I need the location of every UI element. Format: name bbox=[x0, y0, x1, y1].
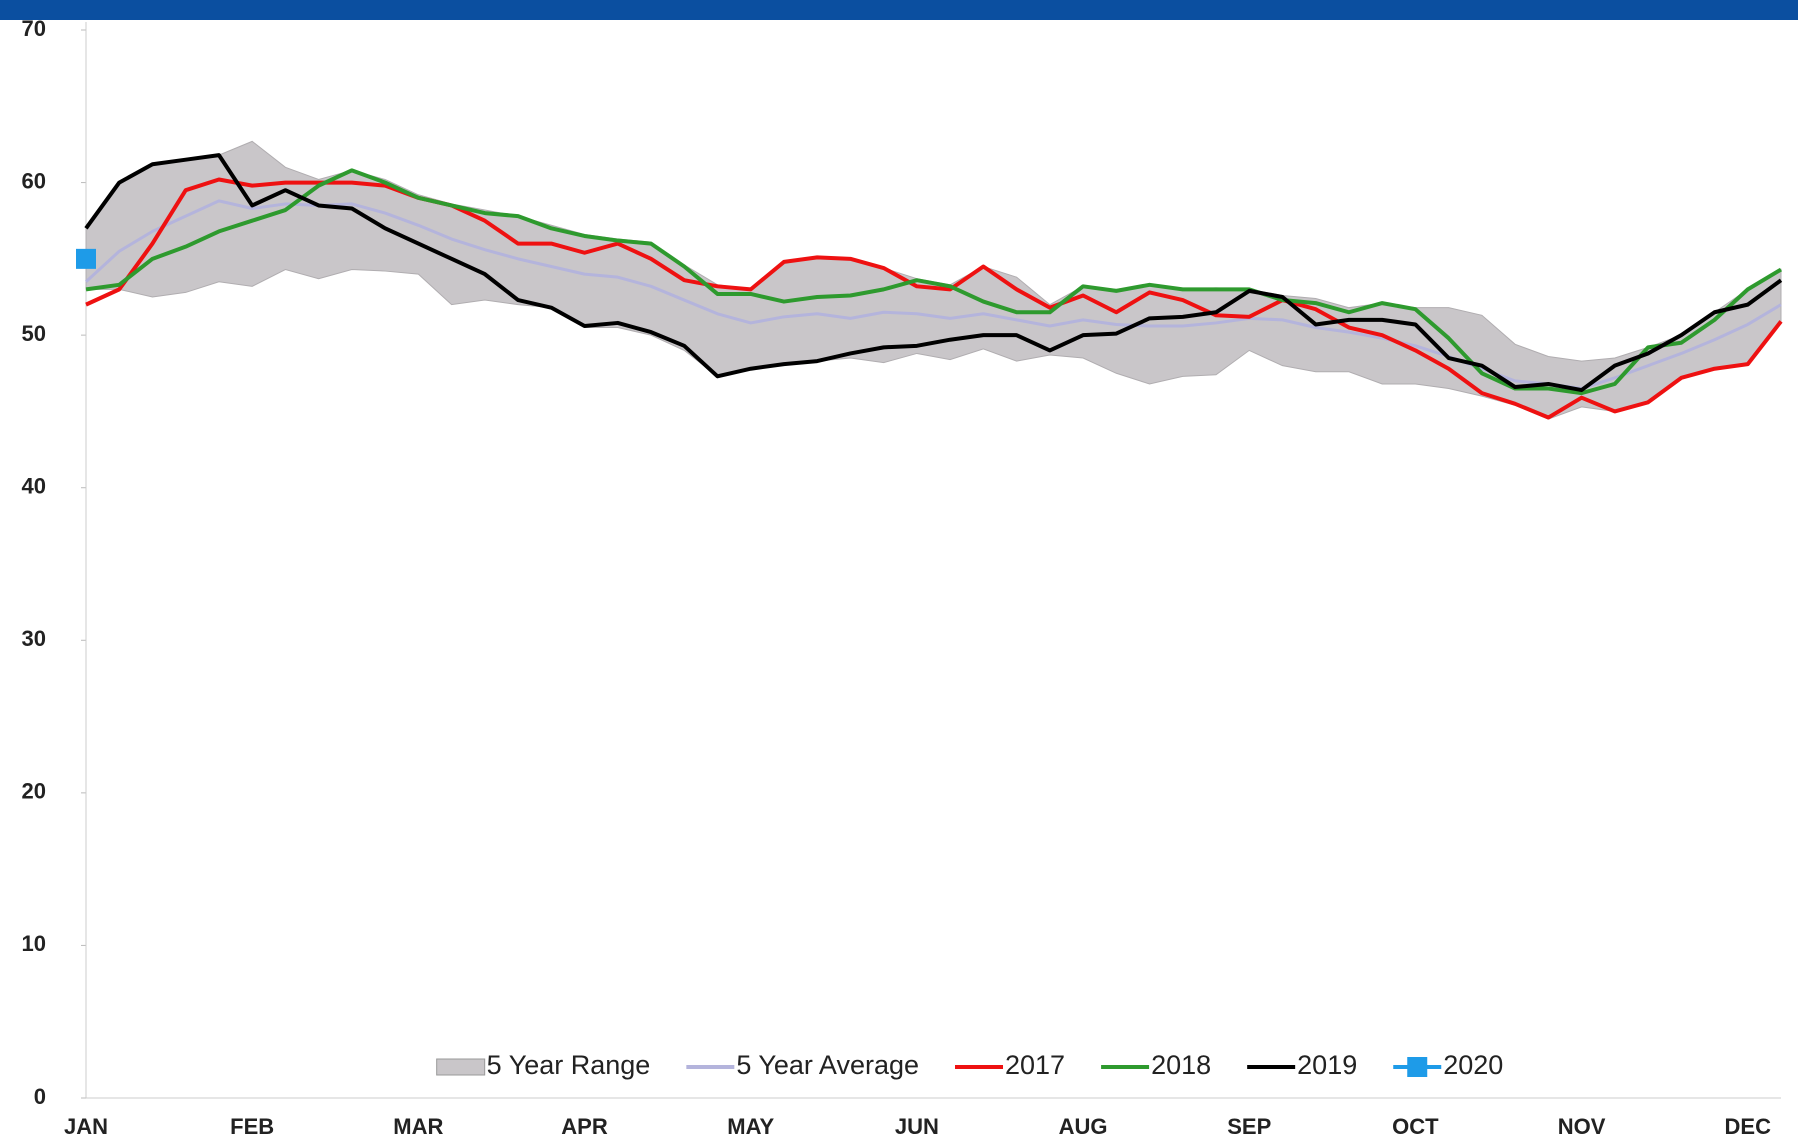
series-line bbox=[85, 168, 1783, 396]
marker bbox=[76, 248, 96, 269]
legend-label: 2020 bbox=[1443, 1050, 1503, 1080]
x-tick-label: FEB bbox=[230, 1114, 274, 1139]
y-tick-label: 20 bbox=[22, 779, 46, 804]
y-tick-label: 50 bbox=[22, 321, 46, 346]
series-line bbox=[84, 153, 1783, 393]
legend-label: 2019 bbox=[1297, 1050, 1357, 1080]
legend-label: 5 Year Range bbox=[487, 1050, 651, 1080]
x-tick-label: JAN bbox=[64, 1114, 108, 1139]
legend-label: 2018 bbox=[1151, 1050, 1211, 1080]
y-tick-label: 0 bbox=[34, 1084, 46, 1109]
y-tick-label: 30 bbox=[22, 626, 46, 651]
x-tick-label: JUN bbox=[895, 1114, 939, 1139]
legend: 5 Year Range 5 Year Average 2017 2018 2019 20… bbox=[436, 1050, 1503, 1080]
x-tick-label: APR bbox=[561, 1114, 608, 1139]
y-tick-label: 60 bbox=[22, 168, 46, 193]
x-tick-label: MAY bbox=[727, 1114, 774, 1139]
header-bar bbox=[0, 0, 1798, 20]
x-tick-label: NOV bbox=[1558, 1114, 1606, 1139]
legend-label: 5 Year Average bbox=[736, 1050, 919, 1080]
y-tick-label: 40 bbox=[22, 474, 46, 499]
legend-swatch bbox=[436, 1058, 486, 1076]
legend-label: 2017 bbox=[1005, 1050, 1065, 1080]
y-tick-label: 10 bbox=[22, 931, 46, 956]
y-tick-label: 70 bbox=[22, 16, 46, 41]
x-tick-label: AUG bbox=[1059, 1114, 1108, 1139]
x-tick-label: MAR bbox=[393, 1114, 443, 1139]
legend-marker bbox=[1407, 1057, 1428, 1077]
x-tick-label: OCT bbox=[1392, 1114, 1439, 1139]
x-tick-label: SEP bbox=[1227, 1114, 1271, 1139]
x-tick-label: DEC bbox=[1725, 1114, 1772, 1139]
series-line bbox=[85, 177, 1783, 420]
